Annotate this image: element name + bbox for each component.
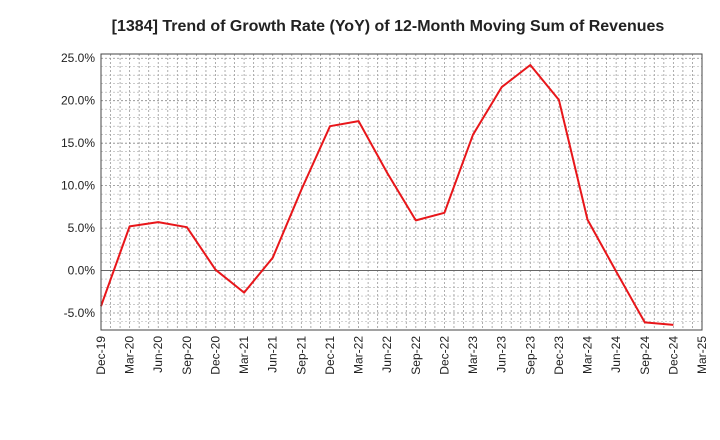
x-tick-label: Mar-24 [581,336,595,374]
y-tick-label: 10.0% [61,179,95,193]
y-tick-label: 20.0% [61,94,95,108]
series-line [100,64,674,326]
y-tick-label: 5.0% [68,221,96,235]
y-tick-label: -5.0% [64,306,96,320]
x-axis-ticks: Dec-19 Mar-20 Jun-20 Sep-20 Dec-20 Mar-21 Jun-… [94,336,709,375]
series-layer [100,64,674,326]
x-tick-label: Jun-23 [495,336,509,373]
x-tick-label: Jun-22 [380,336,394,373]
x-tick-label: Dec-23 [552,336,566,375]
x-tick-label: Sep-24 [638,336,652,375]
x-tick-label: Mar-23 [466,336,480,374]
x-tick-label: Sep-22 [409,336,423,375]
x-tick-label: Dec-20 [208,336,222,375]
x-tick-label: Dec-19 [94,336,108,375]
y-tick-label: 15.0% [61,136,95,150]
x-tick-label: Sep-23 [523,336,537,375]
x-tick-label: Mar-25 [695,336,709,374]
x-tick-label: Dec-21 [323,336,337,375]
x-tick-label: Jun-20 [151,336,165,373]
x-tick-label: Sep-20 [180,336,194,375]
grid [101,54,702,330]
x-tick-label: Jun-24 [609,336,623,373]
x-tick-label: Jun-21 [266,336,280,373]
x-tick-label: Mar-22 [352,336,366,374]
x-tick-label: Dec-24 [666,336,680,375]
plot-frame [100,53,703,331]
chart-title: [1384] Trend of Growth Rate (YoY) of 12-… [112,18,665,35]
y-axis-ticks: 25.0% 20.0% 15.0% 10.0% 5.0% 0.0% -5.0% [61,51,95,320]
y-tick-label: 25.0% [61,51,95,65]
x-tick-label: Dec-22 [437,336,451,375]
x-tick-label: Mar-20 [123,336,137,374]
x-tick-label: Mar-21 [237,336,251,374]
y-tick-label: 0.0% [68,264,96,278]
x-tick-label: Sep-21 [294,336,308,375]
